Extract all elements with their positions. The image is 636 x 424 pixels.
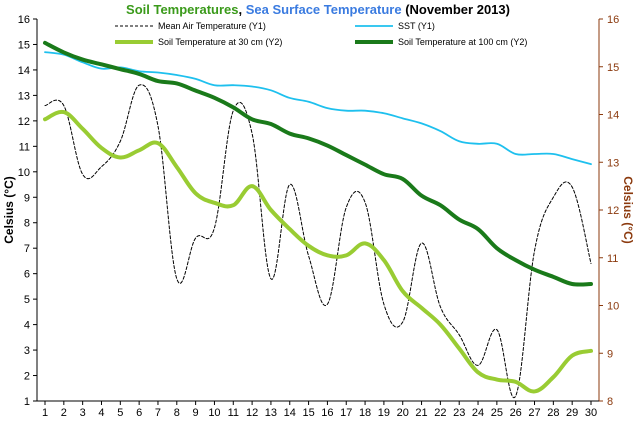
y1-tick-label: 11 [19,141,30,153]
y1-tick-label: 12 [18,116,30,128]
chart-title: Soil Temperatures, Sea Surface Temperatu… [126,2,510,17]
x-tick-label: 29 [566,407,578,419]
x-tick-label: 20 [397,407,409,419]
x-tick-label: 10 [208,407,220,419]
legend-label: Mean Air Temperature (Y1) [158,21,266,31]
y1-tick-label: 5 [24,294,30,306]
y2-tick-label: 12 [607,205,619,217]
x-tick-label: 13 [265,407,277,419]
y2-tick-label: 10 [607,301,619,313]
y1-tick-label: 15 [18,39,30,51]
x-tick-label: 5 [117,407,123,419]
y1-tick-label: 3 [24,345,30,357]
x-tick-label: 17 [340,407,352,419]
y1-tick-label: 10 [18,167,30,179]
x-tick-label: 28 [547,407,559,419]
legend-item: SST (Y1) [355,21,435,31]
x-tick-label: 12 [246,407,258,419]
series-line-0 [44,84,592,399]
y2-tick-label: 9 [607,348,613,360]
x-tick-label: 22 [434,407,446,419]
x-tick-label: 25 [491,407,503,419]
x-tick-label: 6 [136,407,142,419]
y1-axis-title: Celsius (°C) [2,176,16,243]
x-tick-label: 19 [378,407,390,419]
x-tick-label: 18 [359,407,371,419]
y1-tick-label: 14 [18,65,30,77]
x-tick-label: 21 [415,407,427,419]
x-tick-label: 24 [472,407,484,419]
y2-axis-title: Celsius (°C) [621,176,635,243]
legend-label: Soil Temperature at 100 cm (Y2) [398,37,527,47]
y2-tick-label: 13 [607,157,619,169]
y2-tick-label: 15 [607,62,619,74]
y1-tick-label: 6 [24,269,30,281]
y1-tick-label: 4 [24,320,30,332]
y2-tick-label: 8 [607,396,613,408]
legend-item: Soil Temperature at 100 cm (Y2) [355,37,527,47]
legend-item: Mean Air Temperature (Y1) [115,21,266,31]
x-tick-label: 2 [61,407,67,419]
x-tick-label: 8 [174,407,180,419]
y2-tick-label: 16 [607,14,619,26]
x-tick-label: 7 [155,407,161,419]
chart-title-segment: (November 2013) [402,2,510,17]
x-tick-label: 16 [321,407,333,419]
y2-tick-label: 14 [607,110,619,122]
legend-label: Soil Temperature at 30 cm (Y2) [158,37,282,47]
y1-tick-label: 1 [24,396,30,408]
x-tick-label: 1 [42,407,48,419]
y1-tick-label: 16 [18,14,30,26]
x-tick-label: 23 [453,407,465,419]
legend-item: Soil Temperature at 30 cm (Y2) [115,37,282,47]
y2-tick-label: 11 [607,253,618,265]
y1-tick-label: 7 [24,243,30,255]
chart-title-segment: Sea Surface Temperature [246,2,402,17]
x-tick-label: 14 [284,407,296,419]
x-tick-label: 9 [193,407,199,419]
y1-tick-label: 13 [18,90,30,102]
x-tick-label: 15 [302,407,314,419]
series-line-1 [44,51,592,166]
series-line-3 [43,40,593,287]
x-tick-label: 30 [585,407,597,419]
series-line-2 [43,109,593,394]
y1-tick-label: 8 [24,218,30,230]
x-tick-label: 26 [510,407,522,419]
x-tick-label: 27 [528,407,540,419]
chart-title-segment: Soil Temperatures [126,2,238,17]
chart-title-segment: , [239,2,246,17]
x-tick-label: 11 [228,407,239,419]
x-tick-label: 4 [98,407,104,419]
y1-tick-label: 2 [24,371,30,383]
y1-tick-label: 9 [24,192,30,204]
legend-label: SST (Y1) [398,21,435,31]
x-tick-label: 3 [80,407,86,419]
